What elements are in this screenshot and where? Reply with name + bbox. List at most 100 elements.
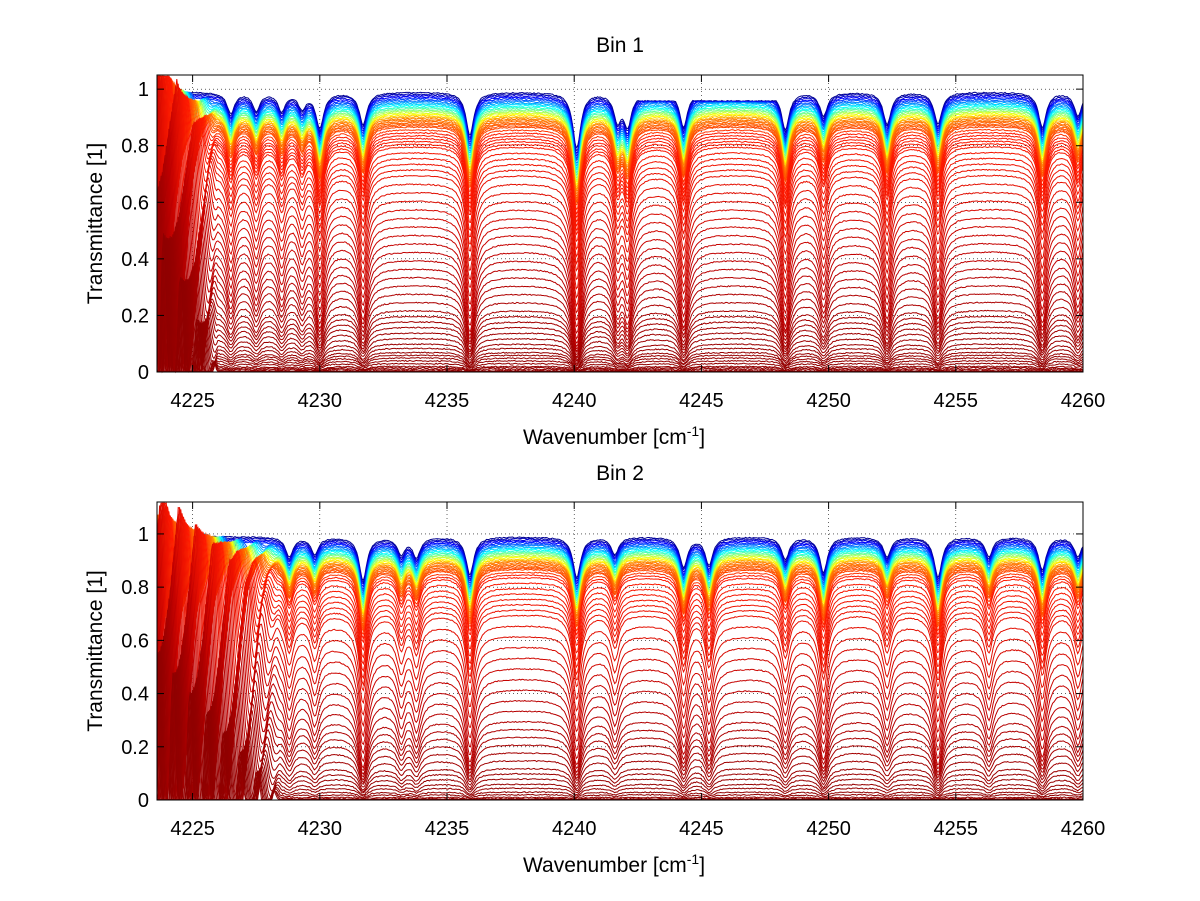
x-axis-label: Wavenumber [cm-1] <box>523 851 705 877</box>
spectrum-line <box>156 514 1084 624</box>
spectrum-line <box>157 239 1084 372</box>
spectrum-line <box>157 237 1083 372</box>
spectrum-line <box>157 75 1084 331</box>
y-axis-label: Transmittance [1] <box>84 143 107 304</box>
spectrum-line <box>156 92 1084 152</box>
axis-ticks: 4225 4230 4235 4240 4245 4250 4255 4260 0 0.2 0.4 0… <box>121 75 1105 412</box>
spectrum-line <box>156 77 1084 189</box>
spectrum-line <box>157 75 1084 340</box>
spectrum-line <box>156 75 1084 307</box>
spectrum-line <box>156 514 1084 628</box>
spectrum-line <box>156 115 1084 374</box>
spectrum-line <box>156 528 1084 596</box>
spectrum-line <box>156 75 1084 198</box>
x-tick-label: 4245 <box>679 818 724 840</box>
y-tick-label: 1 <box>138 524 149 546</box>
spectrum-line <box>156 503 1084 766</box>
x-axis-label-superscript: -1 <box>687 423 700 439</box>
spectrum-line <box>156 77 1084 211</box>
spectrum-line <box>157 233 1083 372</box>
spectrum-line <box>156 502 1084 703</box>
spectrum-line <box>156 75 1084 272</box>
y-tick-label: 0 <box>138 790 149 812</box>
y-tick-label: 0.8 <box>121 577 149 599</box>
x-tick-label: 4240 <box>552 390 597 412</box>
x-tick-label: 4230 <box>298 818 343 840</box>
spectrum-line <box>156 580 1084 800</box>
y-tick-label: 0.4 <box>121 249 149 271</box>
spectra-lines <box>156 501 1084 801</box>
spectrum-line <box>157 154 1084 372</box>
spectrum-line <box>156 196 1084 372</box>
spectrum-line <box>156 78 1084 184</box>
spectrum-line <box>156 504 1084 689</box>
spectrum-line <box>156 91 1084 149</box>
spectrum-line <box>156 82 1084 162</box>
spectrum-line <box>156 75 1084 195</box>
x-tick-label: 4260 <box>1061 390 1106 412</box>
spectrum-line <box>156 536 1084 584</box>
spectrum-line <box>156 75 1084 232</box>
spectrum-line <box>156 75 1084 219</box>
spectrum-line <box>156 518 1084 633</box>
spectrum-line <box>156 76 1084 204</box>
x-tick-label: 4230 <box>298 390 343 412</box>
spectrum-line <box>156 237 1084 372</box>
axes-frame <box>156 501 1084 801</box>
axis-ticks: 4225 4230 4235 4240 4245 4250 4255 4260 0 0.2 0.4 0… <box>121 502 1105 840</box>
spectrum-line <box>156 82 1084 174</box>
spectrum-line <box>157 75 1084 203</box>
x-tick-label: 4225 <box>170 390 215 412</box>
spectrum-line <box>156 502 1084 731</box>
spectrum-line <box>156 76 1084 206</box>
spectrum-line <box>156 573 1084 800</box>
spectrum-line <box>156 501 1084 716</box>
spectrum-line <box>156 96 1084 161</box>
x-tick-label: 4260 <box>1061 818 1106 840</box>
spectrum-line <box>157 630 1084 800</box>
spectrum-line <box>156 511 1084 660</box>
axes-frame <box>156 74 1084 373</box>
spectrum-line <box>156 539 1084 588</box>
spectrum-line <box>156 650 1084 800</box>
y-tick-label: 1 <box>138 79 149 101</box>
spectrum-line <box>157 75 1084 200</box>
spectrum-line <box>157 624 1084 800</box>
spectrum-line <box>156 75 1084 223</box>
spectrum-line <box>156 526 1084 599</box>
spectrum-line <box>156 75 1084 239</box>
y-axis-label: Transmittance [1] <box>84 570 107 731</box>
spectrum-line <box>156 525 1084 604</box>
spectrum-line <box>156 189 1084 372</box>
spectrum-line <box>156 174 1084 372</box>
spectrum-line <box>156 76 1084 353</box>
spectrum-line <box>157 145 1084 372</box>
spectrum-line <box>156 236 1084 372</box>
spectrum-line <box>156 237 1084 372</box>
subplot-bin-2: Bin 2 4225 4230 4235 4240 4245 4250 4255 4260 0 0… <box>84 462 1105 877</box>
spectrum-line <box>156 514 1084 645</box>
x-axis-label-suffix: ] <box>699 854 705 877</box>
spectrum-line <box>156 80 1084 182</box>
spectrum-line <box>156 75 1084 192</box>
spectrum-line <box>156 517 1084 623</box>
y-tick-label: 0.2 <box>121 305 149 327</box>
x-axis-label-suffix: ] <box>699 426 705 449</box>
spectrum-line <box>156 590 1084 800</box>
y-tick-label: 0.6 <box>121 630 149 652</box>
spectrum-line <box>156 517 1084 636</box>
spectrum-line <box>156 85 1084 167</box>
x-axis-label-main: Wavenumber [cm <box>523 854 687 877</box>
spectrum-line <box>156 653 1084 800</box>
spectrum-line <box>156 605 1084 800</box>
spectrum-line <box>156 75 1084 253</box>
x-tick-label: 4235 <box>425 390 470 412</box>
spectrum-line <box>156 180 1084 372</box>
spectrum-line <box>157 635 1084 800</box>
x-tick-label: 4240 <box>552 818 597 840</box>
x-axis-label: Wavenumber [cm-1] <box>523 423 705 449</box>
y-tick-label: 0 <box>138 362 149 384</box>
spectrum-line <box>156 522 1084 610</box>
spectrum-line <box>156 529 1084 596</box>
spectrum-line <box>157 157 1084 372</box>
